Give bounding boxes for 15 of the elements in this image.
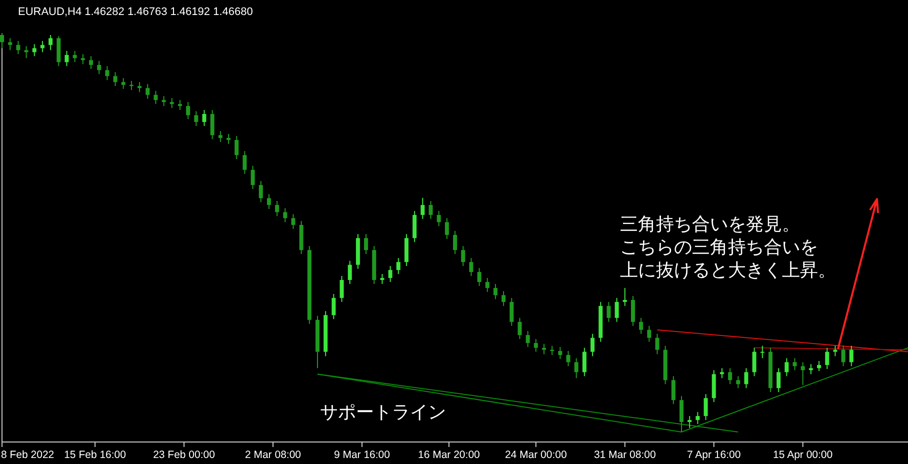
- chart-title: EURAUD,H4 1.46282 1.46763 1.46192 1.46680: [18, 6, 253, 18]
- x-tick-label: 23 Feb 00:00: [153, 449, 216, 461]
- x-tick-label: 9 Mar 16:00: [334, 449, 390, 461]
- x-tick-label: 31 Mar 08:00: [594, 449, 656, 461]
- x-tick-label: 15 Apr 00:00: [773, 449, 833, 461]
- x-tick-label: 2 Mar 08:00: [244, 449, 302, 461]
- annotation: サポートライン: [320, 402, 446, 422]
- x-tick-label: 8 Feb 2022: [1, 449, 54, 461]
- x-tick-label: 7 Apr 16:00: [687, 449, 741, 461]
- x-tick-label: 16 Mar 20:00: [418, 449, 480, 461]
- annotation: 上に抜けると大きく上昇。: [620, 260, 836, 280]
- annotation: こちらの三角持ち合いを: [620, 237, 818, 257]
- x-tick-label: 15 Feb 16:00: [64, 449, 126, 461]
- annotation: 三角持ち合いを発見。: [620, 214, 800, 234]
- x-tick-label: 24 Mar 00:00: [504, 449, 567, 461]
